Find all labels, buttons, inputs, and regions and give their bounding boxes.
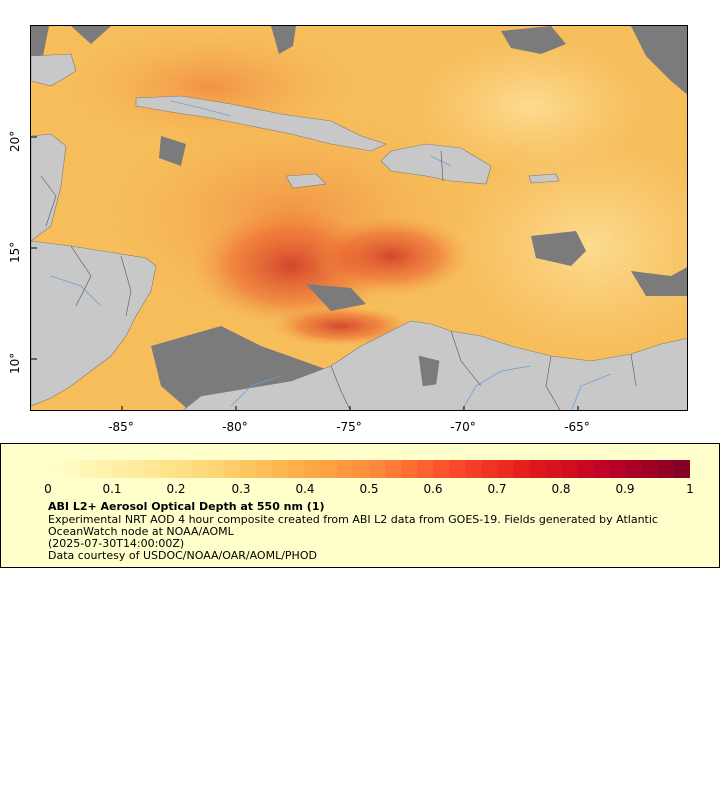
colorbar-segment <box>288 460 306 478</box>
lat-tick-label: 20° <box>8 130 22 152</box>
map-ticks <box>31 136 579 410</box>
colorbar-segment <box>240 460 258 478</box>
lon-tick-label: -75° <box>336 420 362 434</box>
colorbar-segment <box>609 460 627 478</box>
colorbar-segment <box>673 460 690 478</box>
colorbar-segment <box>465 460 482 478</box>
colorbar-segment <box>304 460 322 478</box>
cuba <box>135 95 387 152</box>
lon-tick-label: -80° <box>222 420 248 434</box>
colorbar-segment <box>176 460 193 478</box>
hispaniola <box>380 143 492 185</box>
puerto-rico <box>528 173 560 184</box>
jamaica <box>285 173 327 189</box>
colorbar-tick-label: 0.1 <box>102 482 122 496</box>
colorbar-segment <box>128 460 145 478</box>
colorbar-segment <box>625 460 643 478</box>
legend-timestamp: (2025-07-30T14:00:00Z) <box>48 537 185 550</box>
colorbar-tick-label: 0.5 <box>359 482 379 496</box>
colorbar-segment <box>417 460 434 478</box>
colorbar-segment <box>320 460 338 478</box>
colorbar-segment <box>112 460 129 478</box>
map-frame[interactable] <box>30 25 688 411</box>
colorbar-segment <box>433 460 450 478</box>
central-america-south <box>31 240 157 407</box>
colorbar-segment <box>352 460 370 478</box>
colorbar-tick-label: 1 <box>686 482 694 496</box>
colorbar-segment <box>385 460 402 478</box>
colorbar-segment <box>256 460 274 478</box>
colorbar-tick-label: 0.4 <box>295 482 315 496</box>
colorbar-tick-label: 0.2 <box>166 482 186 496</box>
colorbar-tick-label: 0.3 <box>231 482 251 496</box>
colorbar-tick-label: 0.7 <box>487 482 507 496</box>
colorbar-segment <box>369 460 386 478</box>
legend-panel: 0 0.1 0.2 0.3 0.4 0.5 0.6 0.7 0.8 0.9 1 … <box>0 443 720 568</box>
colorbar-segment <box>657 460 675 478</box>
colorbar-segment <box>641 460 659 478</box>
legend-credit: Data courtesy of USDOC/NOAA/OAR/AOML/PHO… <box>48 549 317 562</box>
colorbar-tick-label: 0.6 <box>423 482 443 496</box>
colorbar-segment <box>48 460 65 478</box>
colorbar-segment <box>64 460 81 478</box>
lon-tick-label: -85° <box>108 420 134 434</box>
country-borders <box>40 150 637 410</box>
colorbar <box>48 460 690 478</box>
colorbar-tick-label: 0.9 <box>615 482 635 496</box>
colorbar-segment <box>272 460 290 478</box>
colorbar-segment <box>577 460 595 478</box>
colorbar-tick-label: 0.8 <box>551 482 571 496</box>
aod-map[interactable] <box>31 26 688 411</box>
colorbar-segment <box>401 460 418 478</box>
colorbar-segment <box>497 460 514 478</box>
colorbar-tick-label: 0 <box>44 482 52 496</box>
colorbar-segment <box>593 460 611 478</box>
colorbar-segment <box>529 460 547 478</box>
colorbar-segment <box>449 460 466 478</box>
legend-title: ABI L2+ Aerosol Optical Depth at 550 nm … <box>48 500 325 513</box>
legend-description: Experimental NRT AOD 4 hour composite cr… <box>48 513 658 526</box>
aod-texture <box>31 26 687 410</box>
central-america <box>31 133 67 242</box>
lat-tick-label: 15° <box>8 241 22 263</box>
lon-tick-label: -70° <box>450 420 476 434</box>
florida-tip <box>31 53 77 87</box>
colorbar-segment <box>545 460 563 478</box>
land-areas <box>31 53 687 410</box>
colorbar-segment <box>224 460 242 478</box>
colorbar-segment <box>80 460 97 478</box>
colorbar-segment <box>481 460 498 478</box>
colorbar-segment <box>513 460 530 478</box>
colorbar-segment <box>336 460 354 478</box>
colorbar-segment <box>192 460 209 478</box>
colorbar-segment <box>96 460 113 478</box>
colorbar-segment <box>144 460 161 478</box>
rivers <box>50 100 612 410</box>
lake-maracaibo <box>418 355 440 387</box>
lat-tick-label: 10° <box>8 352 22 374</box>
lon-tick-label: -65° <box>564 420 590 434</box>
colorbar-segment <box>160 460 177 478</box>
legend-description-cont: OceanWatch node at NOAA/AOML <box>48 525 234 538</box>
colorbar-segment <box>561 460 579 478</box>
colorbar-segment <box>208 460 226 478</box>
